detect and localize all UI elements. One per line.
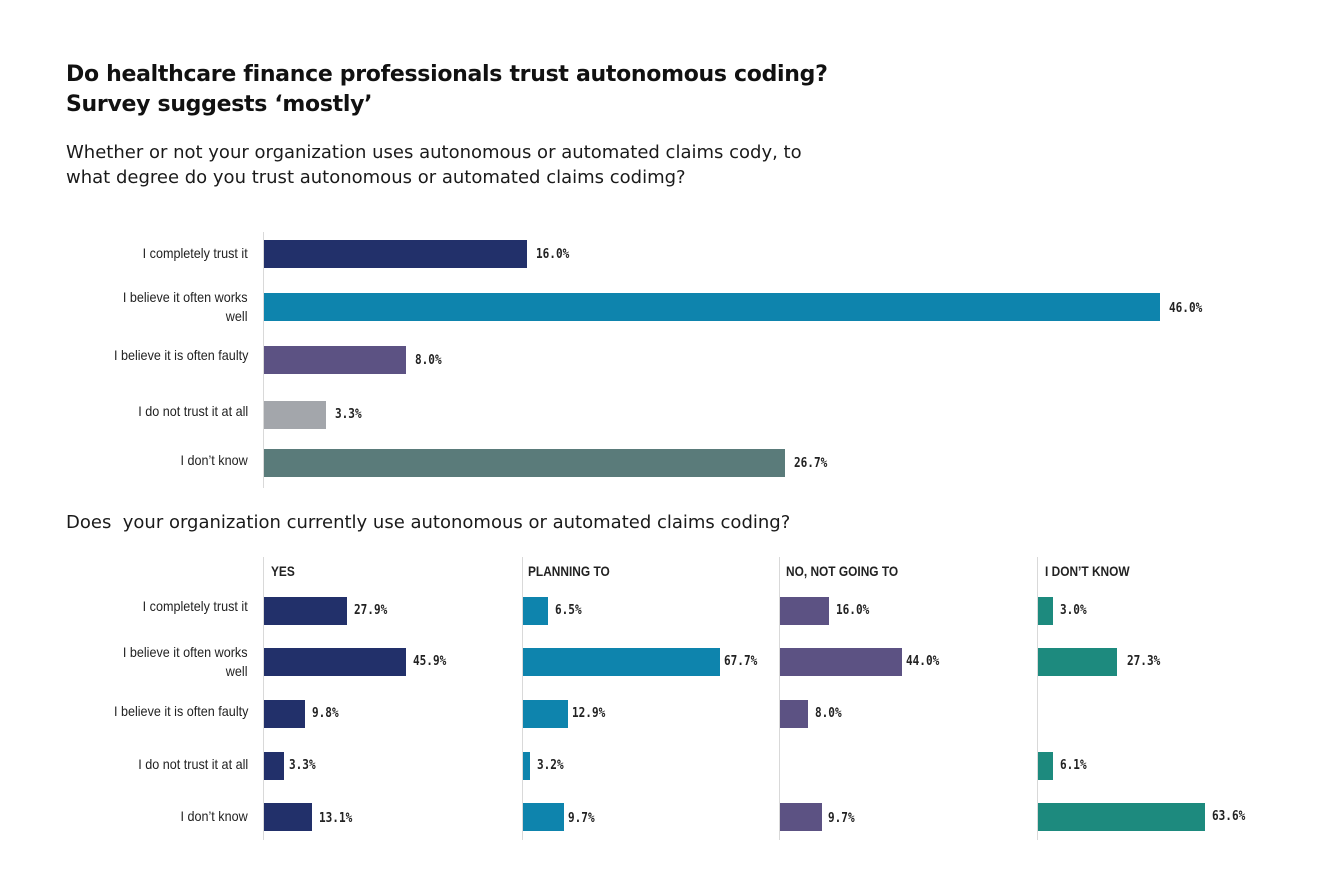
bar <box>264 803 312 831</box>
bar <box>523 700 568 728</box>
question-1: Whether or not your organization uses au… <box>66 140 802 190</box>
bar <box>780 597 829 625</box>
top-value-label: 16.0% <box>536 247 570 262</box>
value-label: 3.2% <box>537 758 564 773</box>
bottom-category-label: I believe it is often faulty <box>113 703 248 719</box>
bar <box>1038 597 1053 625</box>
bar <box>523 597 548 625</box>
panel-axis-line <box>263 557 264 840</box>
value-label: 8.0% <box>815 706 842 721</box>
value-label: 27.9% <box>354 603 388 618</box>
bar <box>780 648 902 676</box>
bar <box>523 752 530 780</box>
bar <box>1038 803 1205 831</box>
top-value-label: 26.7% <box>794 456 828 471</box>
panel-header: PLANNING TO <box>528 563 610 579</box>
bottom-category-label: I don’t know <box>180 808 248 824</box>
top-bar-not-trust-at-all <box>264 401 326 429</box>
bar <box>780 700 808 728</box>
top-category-label: I do not trust it at all <box>138 403 248 419</box>
question-1-line-2: what degree do you trust autonomous or a… <box>66 167 686 188</box>
top-category-label: I believe it often works well <box>123 289 248 324</box>
bar <box>264 752 284 780</box>
top-bar-often-faulty <box>264 346 406 374</box>
value-label: 16.0% <box>836 603 870 618</box>
top-bar-often-works-well <box>264 293 1160 321</box>
top-category-label: I believe it is often faulty <box>113 347 248 363</box>
panel-header: NO, NOT GOING TO <box>786 563 899 579</box>
top-value-label: 46.0% <box>1169 301 1203 316</box>
top-value-label: 8.0% <box>415 353 442 368</box>
bar <box>264 648 406 676</box>
top-value-label: 3.3% <box>335 407 362 422</box>
bar <box>523 803 564 831</box>
question-2: Does your organization currently use aut… <box>66 512 791 533</box>
panel-axis-line <box>522 557 523 840</box>
bar <box>264 700 305 728</box>
top-bar-completely-trust <box>264 240 527 268</box>
bottom-category-label: I completely trust it <box>142 598 248 614</box>
value-label: 63.6% <box>1212 809 1246 824</box>
value-label: 3.3% <box>289 758 316 773</box>
value-label: 6.5% <box>555 603 582 618</box>
value-label: 6.1% <box>1060 758 1087 773</box>
bar <box>1038 648 1117 676</box>
top-category-label: I completely trust it <box>142 245 248 261</box>
bar <box>780 803 822 831</box>
value-label: 27.3% <box>1127 654 1161 669</box>
title-line-1: Do healthcare finance professionals trus… <box>66 62 828 87</box>
value-label: 12.9% <box>572 706 606 721</box>
bottom-category-label: I do not trust it at all <box>138 756 248 772</box>
bar <box>264 597 347 625</box>
bottom-category-label: I believe it often works well <box>123 644 248 679</box>
value-label: 9.8% <box>312 706 339 721</box>
value-label: 44.0% <box>906 654 940 669</box>
bar <box>1038 752 1053 780</box>
value-label: 13.1% <box>319 811 353 826</box>
value-label: 9.7% <box>828 811 855 826</box>
panel-axis-line <box>779 557 780 840</box>
value-label: 9.7% <box>568 811 595 826</box>
bar <box>523 648 720 676</box>
question-1-line-1: Whether or not your organization uses au… <box>66 142 802 163</box>
top-category-label: I don’t know <box>180 452 248 468</box>
value-label: 3.0% <box>1060 603 1087 618</box>
value-label: 45.9% <box>413 654 447 669</box>
panel-header: YES <box>271 563 295 579</box>
panel-axis-line <box>1037 557 1038 840</box>
chart-title: Do healthcare finance professionals trus… <box>66 60 828 120</box>
panel-header: I DON’T KNOW <box>1045 563 1130 579</box>
top-bar-dont-know <box>264 449 785 477</box>
value-label: 67.7% <box>724 654 758 669</box>
title-line-2: Survey suggests ‘mostly’ <box>66 92 373 117</box>
top-axis-line <box>263 232 264 488</box>
